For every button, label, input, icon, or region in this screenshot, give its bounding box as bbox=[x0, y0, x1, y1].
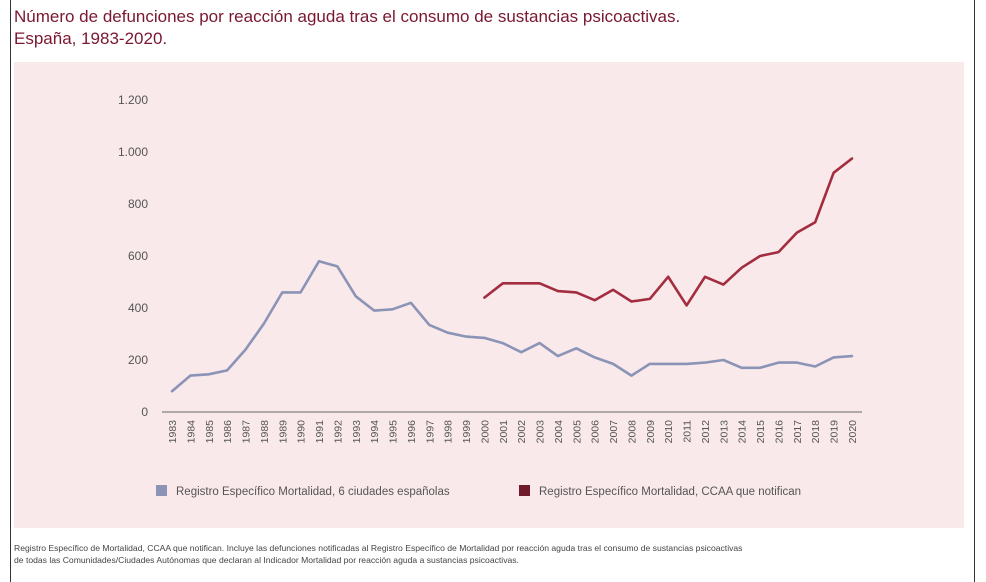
x-tick-label: 1988 bbox=[259, 420, 271, 444]
x-tick-label: 1991 bbox=[314, 420, 326, 444]
footnote: Registro Específico de Mortalidad, CCAA … bbox=[14, 542, 969, 566]
legend-label-2: Registro Específico Mortalidad, CCAA que… bbox=[539, 486, 801, 498]
x-tick-label: 2006 bbox=[590, 420, 602, 444]
x-tick-label: 2014 bbox=[737, 420, 749, 444]
series-line-2 bbox=[483, 157, 854, 307]
legend-label-1: Registro Específico Mortalidad, 6 ciudad… bbox=[176, 486, 450, 498]
series-line-1 bbox=[170, 259, 854, 393]
x-tick-label: 2011 bbox=[682, 420, 694, 443]
x-tick-label: 2013 bbox=[718, 420, 730, 444]
x-tick-label: 2010 bbox=[663, 420, 675, 444]
x-tick-label: 2020 bbox=[847, 420, 859, 444]
x-tick-label: 1983 bbox=[167, 420, 179, 444]
chart-title-line-2: España, 1983-2020. bbox=[14, 29, 168, 48]
x-tick-label: 1993 bbox=[351, 420, 363, 444]
x-tick-label: 2003 bbox=[535, 420, 547, 444]
chart-title-line-1: Número de defunciones por reacción aguda… bbox=[14, 7, 681, 26]
right-border-line bbox=[974, 0, 975, 582]
x-tick-label: 2009 bbox=[645, 420, 657, 444]
x-tick-label: 1985 bbox=[204, 420, 216, 444]
legend-swatch-1 bbox=[156, 485, 167, 496]
footnote-line-2: de todas las Comunidades/Ciudades Autóno… bbox=[14, 555, 519, 565]
x-tick-label: 2012 bbox=[700, 420, 712, 444]
x-tick-label: 1984 bbox=[185, 420, 197, 444]
line-chart: 0 200 400 600 800 1.000 1.200 1983 1984 1985 1986 1… bbox=[118, 93, 862, 498]
x-tick-label: 1998 bbox=[443, 420, 455, 444]
y-tick-label: 800 bbox=[128, 197, 148, 211]
x-tick-label: 1997 bbox=[424, 420, 436, 444]
x-tick-label: 2005 bbox=[571, 420, 583, 444]
x-tick-label: 1996 bbox=[406, 420, 418, 444]
x-tick-label: 2001 bbox=[498, 420, 510, 444]
chart-title: Número de defunciones por reacción aguda… bbox=[14, 6, 954, 50]
left-border-line bbox=[10, 0, 11, 582]
x-tick-label: 1990 bbox=[296, 420, 308, 444]
x-tick-label: 2015 bbox=[755, 420, 767, 444]
x-tick-label: 2007 bbox=[608, 420, 620, 444]
x-tick-label: 2004 bbox=[553, 420, 565, 444]
y-tick-label: 600 bbox=[128, 249, 148, 263]
y-tick-label: 200 bbox=[128, 353, 148, 367]
x-tick-label: 2018 bbox=[810, 420, 822, 444]
x-tick-label: 1986 bbox=[222, 420, 234, 444]
x-tick-label: 1989 bbox=[277, 420, 289, 444]
x-tick-label: 2000 bbox=[479, 420, 491, 444]
y-tick-label: 400 bbox=[128, 301, 148, 315]
y-tick-label: 1.000 bbox=[118, 145, 148, 159]
x-tick-label: 2008 bbox=[626, 420, 638, 444]
x-tick-label: 1994 bbox=[369, 420, 381, 444]
x-tick-label: 2017 bbox=[792, 420, 804, 444]
x-tick-label: 1999 bbox=[461, 420, 473, 444]
footnote-line-1: Registro Específico de Mortalidad, CCAA … bbox=[14, 543, 743, 553]
x-tick-label: 1987 bbox=[241, 420, 253, 444]
x-tick-label: 2019 bbox=[829, 420, 841, 444]
y-tick-label: 1.200 bbox=[118, 93, 148, 107]
chart-panel: 0 200 400 600 800 1.000 1.200 1983 1984 1985 1986 1… bbox=[14, 62, 964, 528]
y-tick-label: 0 bbox=[141, 405, 148, 419]
x-tick-label: 1995 bbox=[388, 420, 400, 444]
x-tick-label: 1992 bbox=[332, 420, 344, 444]
legend-swatch-2 bbox=[519, 485, 530, 496]
x-tick-label: 2002 bbox=[516, 420, 528, 444]
x-tick-label: 2016 bbox=[773, 420, 785, 444]
